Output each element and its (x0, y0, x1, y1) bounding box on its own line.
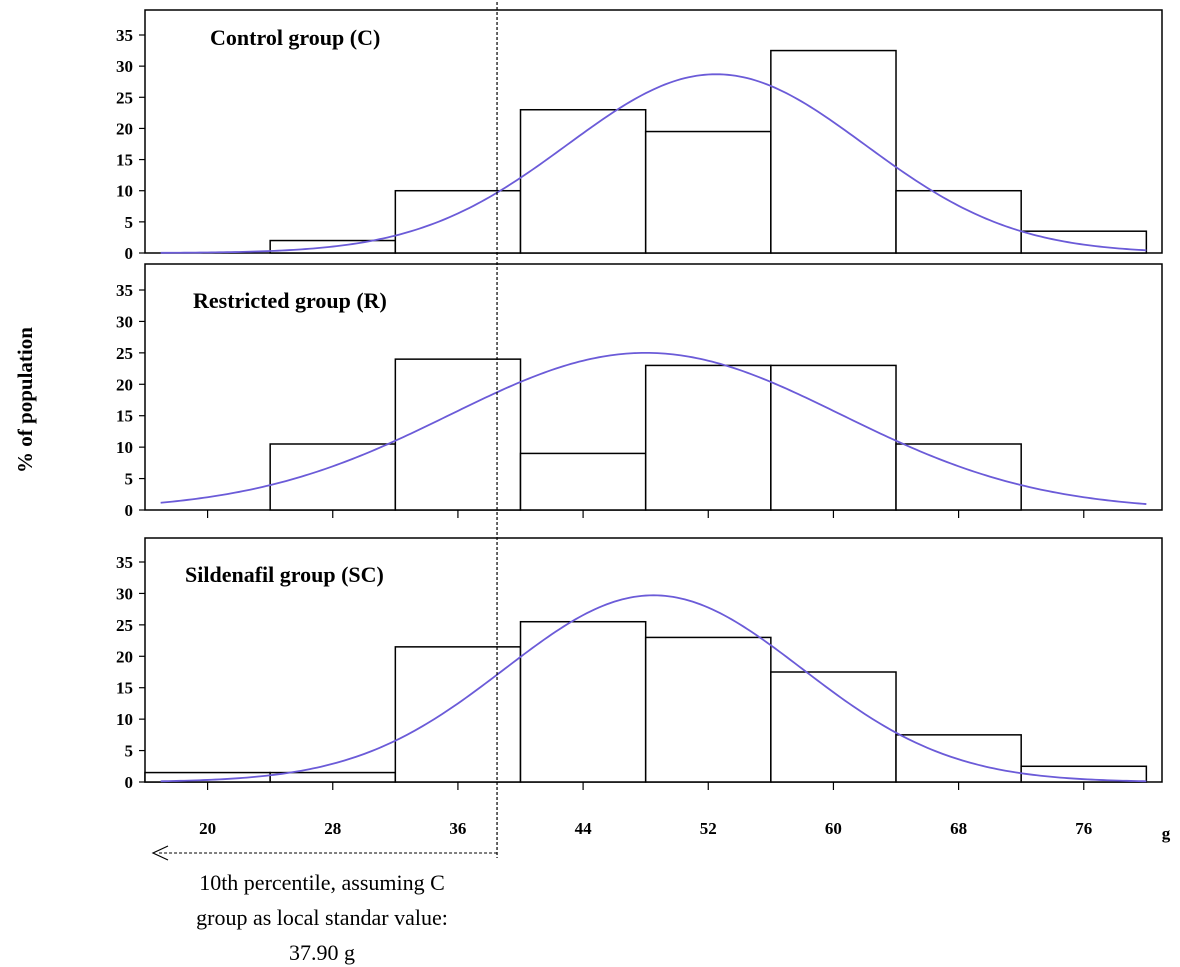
y-tick-label: 0 (125, 501, 134, 520)
x-tick-label: 60 (825, 819, 842, 838)
x-tick-label: 28 (324, 819, 341, 838)
x-tick-label: 52 (700, 819, 717, 838)
x-tick-label: 20 (199, 819, 216, 838)
histogram-bar (270, 773, 395, 782)
panel-2: 0 5 10 15 20 25 30 35 Restricted group (R) (116, 264, 1162, 520)
y-tick-label: 15 (116, 407, 133, 426)
annotation-line-2: group as local standar value: (196, 905, 448, 930)
y-tick-label: 20 (116, 647, 133, 666)
y-tick-label: 10 (116, 438, 133, 457)
x-tick-label: 36 (449, 819, 466, 838)
histogram-bar (521, 453, 646, 510)
histogram-bar (646, 132, 771, 253)
histogram-bar (646, 637, 771, 782)
y-tick-label: 15 (116, 679, 133, 698)
histogram-bar (771, 672, 896, 782)
annotation-line-3: 37.90 g (289, 940, 355, 965)
x-tick-label: 44 (575, 819, 593, 838)
y-tick-label: 15 (116, 151, 133, 170)
histogram-bar (395, 647, 520, 782)
histogram-bar (521, 622, 646, 782)
histogram-bar (521, 110, 646, 253)
panel-title: Restricted group (R) (193, 288, 387, 313)
y-tick-label: 30 (116, 584, 133, 603)
y-tick-label: 25 (116, 88, 133, 107)
histogram-bar (646, 365, 771, 510)
y-axis-label: % of population (13, 327, 37, 473)
annotation-line-1: 10th percentile, assuming C (199, 870, 445, 895)
y-tick-label: 35 (116, 281, 133, 300)
y-tick-label: 5 (125, 470, 134, 489)
y-tick-label: 0 (125, 244, 134, 263)
y-tick-label: 20 (116, 375, 133, 394)
y-tick-label: 20 (116, 119, 133, 138)
x-tick-label: 68 (950, 819, 967, 838)
y-tick-label: 0 (125, 773, 134, 792)
y-tick-label: 35 (116, 553, 133, 572)
x-tick-label: 76 (1075, 819, 1092, 838)
y-tick-label: 5 (125, 742, 134, 761)
panel-title: Control group (C) (210, 25, 380, 50)
panel-3: 0 5 10 15 20 25 30 35 Sildenafil group (SC) 20 28 3… (116, 538, 1171, 843)
y-tick-label: 35 (116, 26, 133, 45)
panel-title: Sildenafil group (SC) (185, 562, 384, 587)
histogram-bar (395, 359, 520, 510)
y-tick-label: 30 (116, 57, 133, 76)
histogram-bar (896, 191, 1021, 253)
histogram-bar (771, 365, 896, 510)
y-tick-label: 10 (116, 710, 133, 729)
x-unit-label: g (1162, 824, 1171, 843)
histogram-bar (270, 444, 395, 510)
histogram-bar (395, 191, 520, 253)
y-tick-label: 10 (116, 182, 133, 201)
histogram-bar (896, 444, 1021, 510)
y-tick-label: 30 (116, 312, 133, 331)
histogram-bar (771, 51, 896, 253)
y-tick-label: 5 (125, 213, 134, 232)
y-tick-label: 25 (116, 344, 133, 363)
y-tick-label: 25 (116, 616, 133, 635)
panel-1: 0 5 10 15 20 25 30 35 Control group (C) (116, 10, 1162, 263)
